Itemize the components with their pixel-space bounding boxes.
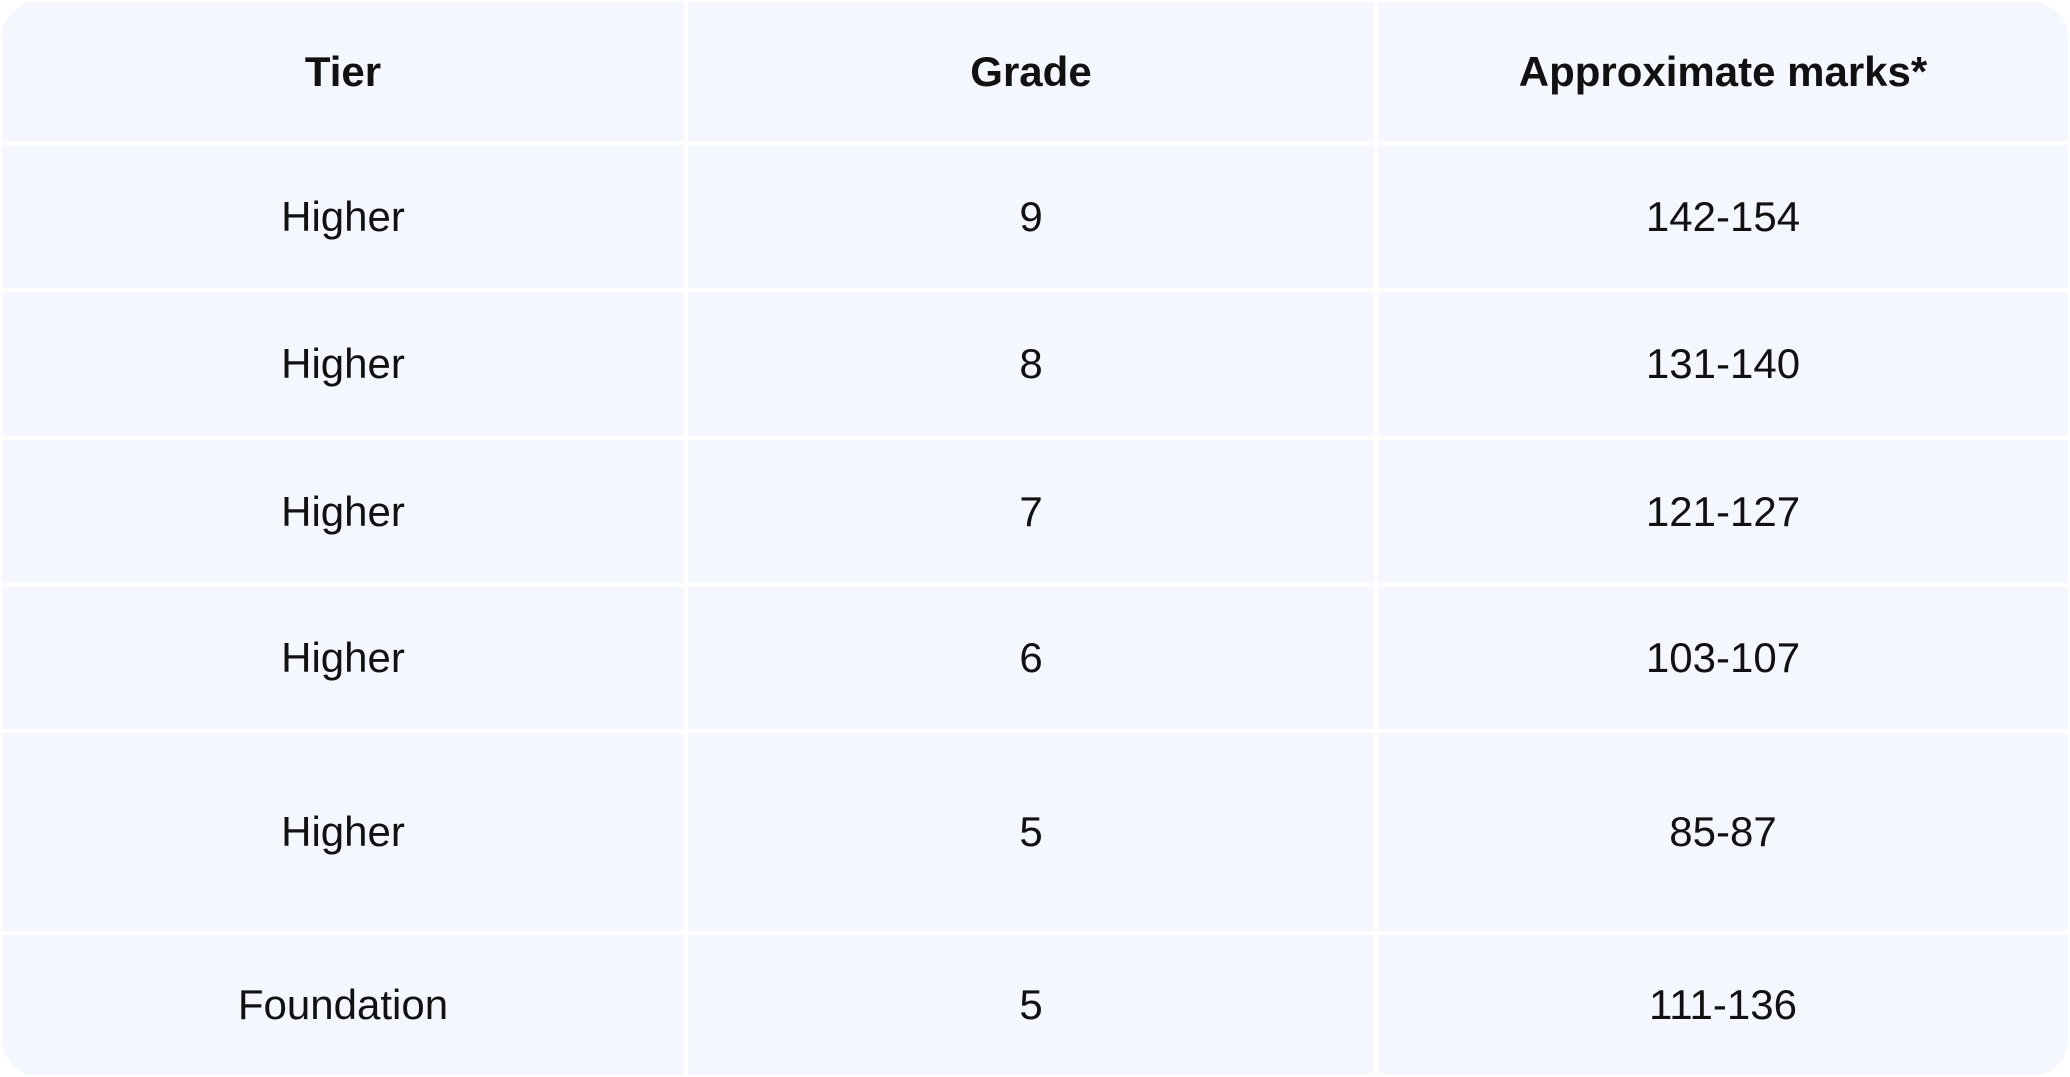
column-header: Tier (0, 0, 686, 143)
tier-cell: Higher (0, 290, 686, 438)
marks-cell: 111-136 (1376, 933, 2070, 1077)
column-header: Approximate marks* (1376, 0, 2070, 143)
grade-cell: 5 (686, 933, 1376, 1077)
tier-cell: Higher (0, 143, 686, 290)
grade-cell: 9 (686, 143, 1376, 290)
marks-cell: 85-87 (1376, 731, 2070, 933)
marks-cell: 121-127 (1376, 438, 2070, 585)
column-header: Grade (686, 0, 1376, 143)
tier-cell: Foundation (0, 933, 686, 1077)
grade-cell: 6 (686, 585, 1376, 731)
grade-cell: 5 (686, 731, 1376, 933)
tier-cell: Higher (0, 585, 686, 731)
marks-cell: 142-154 (1376, 143, 2070, 290)
tier-cell: Higher (0, 438, 686, 585)
marks-cell: 103-107 (1376, 585, 2070, 731)
marks-cell: 131-140 (1376, 290, 2070, 438)
grade-cell: 7 (686, 438, 1376, 585)
tier-cell: Higher (0, 731, 686, 933)
grade-cell: 8 (686, 290, 1376, 438)
